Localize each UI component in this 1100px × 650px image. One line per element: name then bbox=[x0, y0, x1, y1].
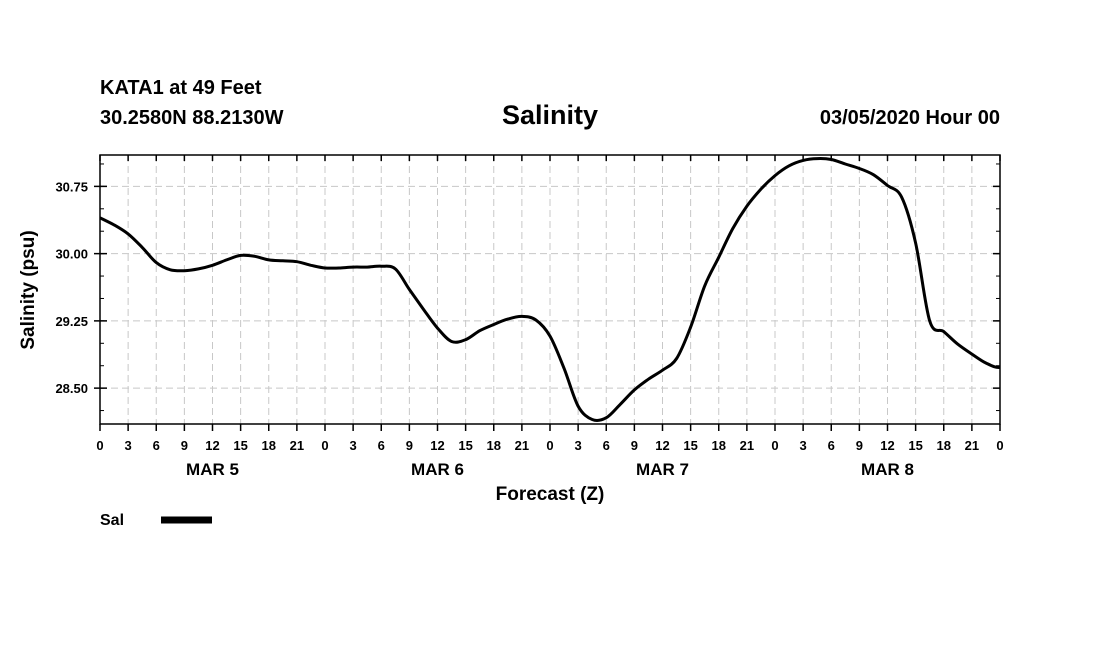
legend: Sal bbox=[100, 512, 212, 529]
station-label: KATA1 at 49 Feet bbox=[100, 77, 262, 99]
x-axis-title: Forecast (Z) bbox=[496, 484, 605, 505]
x-tick-label: 0 bbox=[546, 438, 553, 453]
x-tick-label: 9 bbox=[181, 438, 188, 453]
y-tick-label: 28.50 bbox=[55, 381, 88, 396]
x-tick-label: 6 bbox=[378, 438, 385, 453]
x-tick-label: 12 bbox=[655, 438, 669, 453]
x-tick-label: 3 bbox=[575, 438, 582, 453]
y-tick-label: 30.00 bbox=[55, 247, 88, 262]
x-tick-label: 12 bbox=[205, 438, 219, 453]
x-tick-label: 21 bbox=[290, 438, 304, 453]
x-day-label: MAR 8 bbox=[861, 460, 914, 479]
x-tick-label: 15 bbox=[683, 438, 697, 453]
x-tick-label: 21 bbox=[740, 438, 754, 453]
x-tick-label: 12 bbox=[880, 438, 894, 453]
x-tick-label: 6 bbox=[603, 438, 610, 453]
y-tick-label: 29.25 bbox=[55, 314, 88, 329]
legend-label: Sal bbox=[100, 512, 124, 529]
y-axis-title: Salinity (psu) bbox=[18, 230, 39, 349]
location-label: 30.2580N 88.2130W bbox=[100, 107, 284, 129]
x-tick-label: 9 bbox=[406, 438, 413, 453]
x-tick-label: 18 bbox=[937, 438, 951, 453]
x-tick-label: 0 bbox=[321, 438, 328, 453]
series-line-sal bbox=[100, 157, 1000, 422]
x-tick-label: 9 bbox=[856, 438, 863, 453]
x-tick-label: 18 bbox=[262, 438, 276, 453]
axis-ticks: 0 3 6 9 12 15 18 21 0 3 6 9 12 15 18 21 0 3 6 9 12 15 18 21 0 3 6 9… bbox=[55, 155, 1004, 479]
x-tick-label: 15 bbox=[458, 438, 472, 453]
x-tick-label: 3 bbox=[350, 438, 357, 453]
x-tick-label: 21 bbox=[965, 438, 979, 453]
x-tick-label: 18 bbox=[487, 438, 501, 453]
x-tick-label: 18 bbox=[712, 438, 726, 453]
x-tick-label: 15 bbox=[908, 438, 922, 453]
x-tick-label: 6 bbox=[153, 438, 160, 453]
x-tick-label: 15 bbox=[233, 438, 247, 453]
x-tick-label: 3 bbox=[125, 438, 132, 453]
x-tick-label: 6 bbox=[828, 438, 835, 453]
grid-lines bbox=[100, 155, 1000, 424]
y-tick-label: 30.75 bbox=[55, 179, 88, 194]
x-tick-label: 21 bbox=[515, 438, 529, 453]
x-tick-label: 0 bbox=[96, 438, 103, 453]
series-layer bbox=[100, 157, 1000, 422]
chart-title: Salinity bbox=[502, 100, 598, 130]
x-day-label: MAR 6 bbox=[411, 460, 464, 479]
x-tick-label: 3 bbox=[800, 438, 807, 453]
run-time-label: 03/05/2020 Hour 00 bbox=[820, 107, 1000, 129]
x-tick-label: 9 bbox=[631, 438, 638, 453]
x-tick-label: 0 bbox=[996, 438, 1003, 453]
x-tick-label: 12 bbox=[430, 438, 444, 453]
x-tick-label: 0 bbox=[771, 438, 778, 453]
x-day-label: MAR 7 bbox=[636, 460, 689, 479]
x-day-label: MAR 5 bbox=[186, 460, 239, 479]
